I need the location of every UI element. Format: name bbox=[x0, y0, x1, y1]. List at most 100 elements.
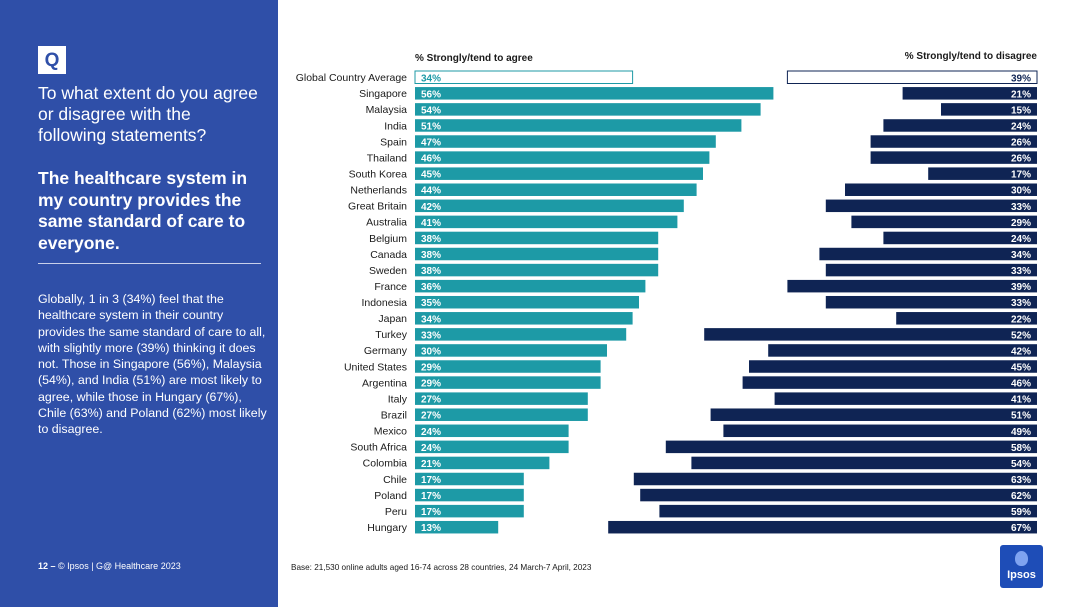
disagree-bar bbox=[710, 408, 1037, 421]
agree-bar bbox=[415, 199, 684, 213]
agree-bar bbox=[415, 312, 633, 325]
agree-value-label: 27% bbox=[421, 395, 441, 406]
disagree-bar bbox=[819, 247, 1037, 261]
agree-value-label: 17% bbox=[421, 491, 441, 502]
agree-bar bbox=[415, 151, 710, 164]
agree-bar bbox=[415, 344, 607, 357]
agree-value-label: 56% bbox=[421, 89, 441, 100]
agree-value-label: 17% bbox=[421, 475, 441, 486]
category-label: Turkey bbox=[375, 329, 407, 341]
disagree-bar bbox=[896, 312, 1037, 325]
logo-drop-icon bbox=[1015, 551, 1028, 566]
statement-text: The healthcare system in my country prov… bbox=[38, 168, 248, 253]
disagree-value-label: 51% bbox=[1011, 411, 1031, 422]
disagree-value-label: 22% bbox=[1011, 314, 1031, 325]
disagree-bar bbox=[825, 263, 1037, 277]
question-text: To what extent do you agree or disagree … bbox=[38, 83, 258, 145]
disagree-value-label: 26% bbox=[1011, 154, 1031, 165]
category-label: Mexico bbox=[374, 426, 407, 438]
agree-value-label: 44% bbox=[421, 186, 441, 197]
disagree-value-label: 15% bbox=[1011, 105, 1031, 116]
footer-copyright: © Ipsos | G@ Healthcare 2023 bbox=[58, 561, 181, 571]
category-label: Brazil bbox=[381, 410, 407, 422]
agree-bar bbox=[415, 263, 659, 277]
category-label: Chile bbox=[383, 474, 407, 486]
agree-bar bbox=[414, 70, 634, 84]
agree-header: % Strongly/tend to agree bbox=[415, 53, 533, 64]
ipsos-logo: Ipsos bbox=[1000, 545, 1043, 588]
disagree-value-label: 58% bbox=[1011, 443, 1031, 454]
category-label: United States bbox=[344, 361, 407, 373]
agree-value-label: 36% bbox=[421, 282, 441, 293]
disagree-value-label: 52% bbox=[1011, 330, 1031, 341]
agree-value-label: 24% bbox=[421, 427, 441, 438]
category-label: Australia bbox=[366, 217, 407, 229]
disagree-bar bbox=[883, 231, 1037, 245]
disagree-bar bbox=[640, 488, 1037, 502]
agree-bar bbox=[415, 488, 524, 502]
agree-bar bbox=[415, 119, 742, 132]
agree-bar bbox=[415, 376, 601, 389]
divider bbox=[38, 263, 261, 264]
agree-value-label: 42% bbox=[421, 202, 441, 213]
disagree-value-label: 24% bbox=[1011, 121, 1031, 132]
disagree-value-label: 17% bbox=[1011, 170, 1031, 181]
disagree-bar bbox=[941, 103, 1037, 116]
agree-value-label: 24% bbox=[421, 443, 441, 454]
disagree-bar bbox=[768, 344, 1037, 357]
agree-bar bbox=[415, 87, 774, 100]
agree-bar bbox=[415, 103, 761, 116]
question-badge: Q bbox=[38, 46, 66, 74]
disagree-bar bbox=[786, 70, 1038, 84]
category-label: Belgium bbox=[369, 233, 407, 245]
category-label: Peru bbox=[385, 506, 407, 518]
agree-value-label: 33% bbox=[421, 330, 441, 341]
page-number: 12 – bbox=[38, 561, 56, 571]
category-label: Great Britain bbox=[348, 201, 407, 213]
agree-bar bbox=[415, 295, 639, 309]
disagree-value-label: 39% bbox=[1011, 73, 1031, 84]
category-label: Malaysia bbox=[366, 104, 408, 116]
footer: 12 – © Ipsos | G@ Healthcare 2023 bbox=[38, 561, 181, 571]
disagree-bar bbox=[851, 215, 1037, 229]
category-label: Colombia bbox=[363, 458, 408, 470]
disagree-bar bbox=[883, 119, 1037, 132]
agree-bar bbox=[415, 424, 569, 438]
disagree-header: % Strongly/tend to disagree bbox=[905, 51, 1038, 62]
category-label: Poland bbox=[374, 490, 407, 502]
disagree-value-label: 30% bbox=[1011, 186, 1031, 197]
agree-bar bbox=[415, 456, 550, 470]
category-label: Netherlands bbox=[350, 185, 407, 197]
agree-bar bbox=[415, 135, 716, 148]
agree-value-label: 38% bbox=[421, 250, 441, 261]
agree-bar bbox=[415, 504, 524, 518]
disagree-bar bbox=[870, 135, 1037, 148]
agree-bar bbox=[415, 408, 588, 421]
sidebar: Q To what extent do you agree or disagre… bbox=[0, 0, 278, 607]
agree-bar bbox=[415, 328, 627, 341]
category-label: Japan bbox=[378, 313, 407, 325]
agree-bar bbox=[415, 183, 697, 196]
disagree-value-label: 39% bbox=[1011, 282, 1031, 293]
agree-bar bbox=[415, 231, 659, 245]
disagree-bar bbox=[787, 279, 1037, 293]
disagree-bar bbox=[742, 376, 1037, 389]
disagree-bar bbox=[902, 87, 1037, 100]
disagree-value-label: 34% bbox=[1011, 250, 1031, 261]
disagree-bar bbox=[723, 424, 1037, 438]
category-label: France bbox=[374, 281, 407, 293]
category-label: Italy bbox=[388, 393, 408, 405]
disagree-bar bbox=[665, 440, 1037, 454]
category-label: Indonesia bbox=[361, 297, 407, 309]
disagree-value-label: 67% bbox=[1011, 523, 1031, 534]
disagree-value-label: 41% bbox=[1011, 395, 1031, 406]
category-label: Sweden bbox=[369, 265, 407, 277]
disagree-bar bbox=[691, 456, 1037, 470]
disagree-bar bbox=[774, 392, 1037, 405]
agree-bar bbox=[415, 472, 524, 486]
disagree-value-label: 21% bbox=[1011, 89, 1031, 100]
agree-value-label: 54% bbox=[421, 105, 441, 116]
base-note: Base: 21,530 online adults aged 16-74 ac… bbox=[291, 563, 592, 572]
category-label: Singapore bbox=[359, 88, 407, 100]
